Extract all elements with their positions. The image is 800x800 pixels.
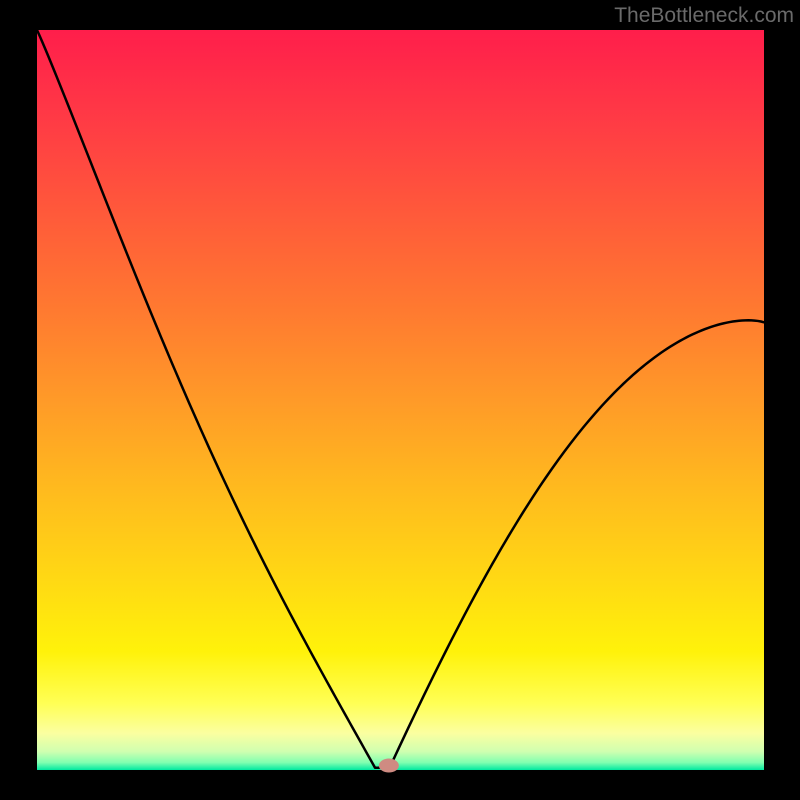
plot-area <box>37 30 764 770</box>
chart-root: TheBottleneck.com <box>0 0 800 800</box>
optimal-marker <box>379 759 399 773</box>
chart-svg <box>0 0 800 800</box>
watermark: TheBottleneck.com <box>614 4 794 28</box>
